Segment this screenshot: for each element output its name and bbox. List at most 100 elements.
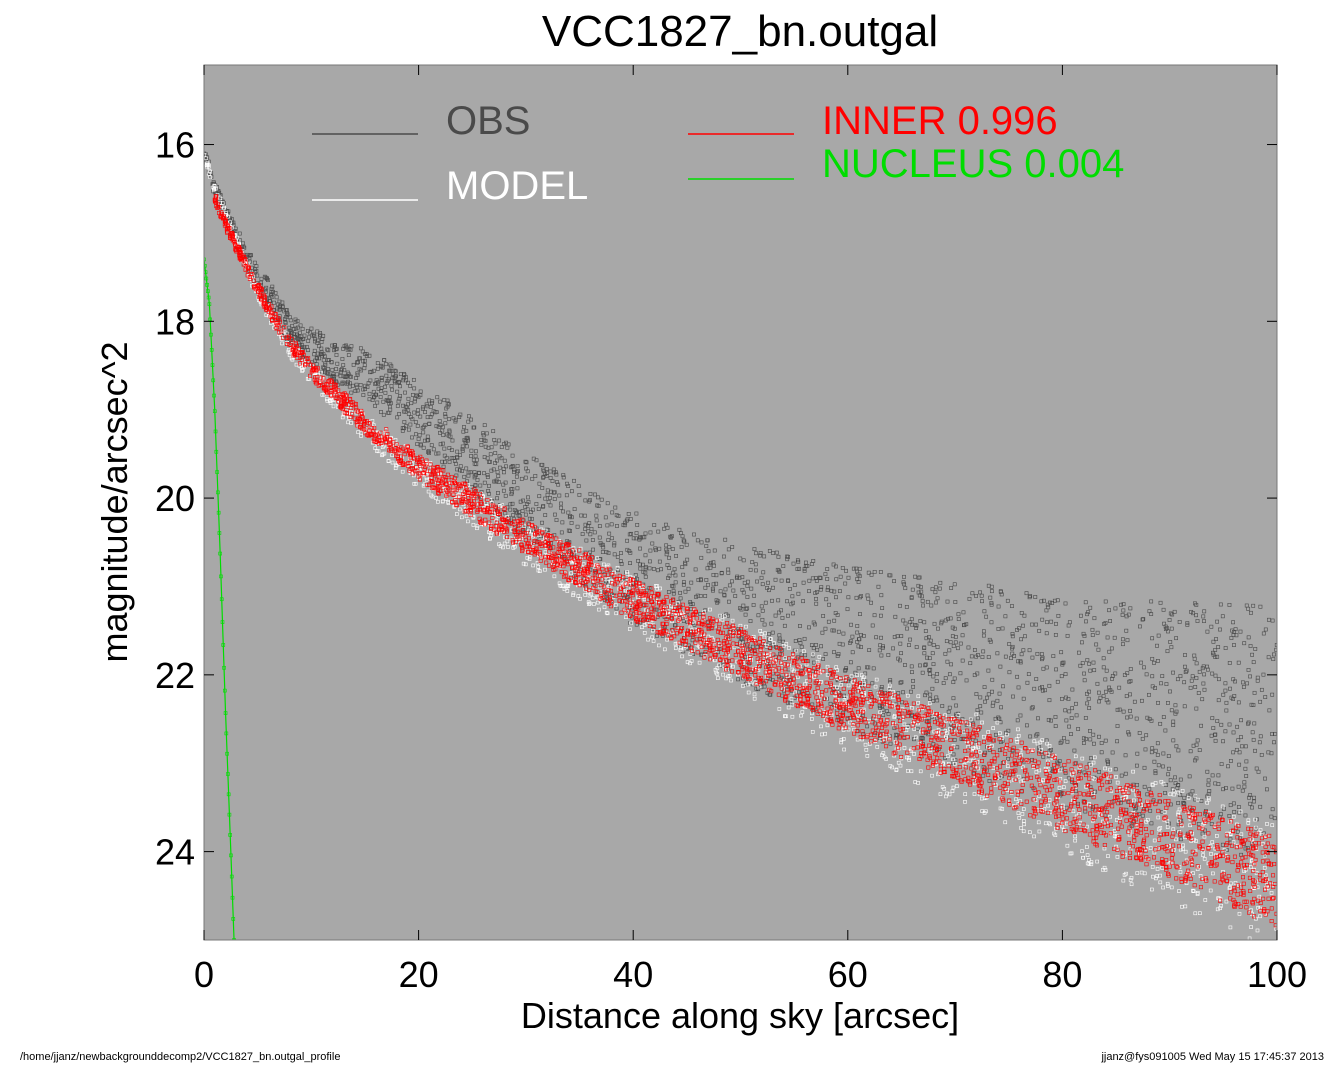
point-obs: [1040, 655, 1045, 660]
series-points: [204, 151, 1277, 940]
point-obs: [583, 513, 587, 518]
point-obs: [722, 554, 726, 559]
point-obs: [259, 280, 263, 285]
point-obs: [575, 524, 580, 529]
point-obs: [1047, 749, 1052, 754]
point-obs: [1022, 613, 1027, 618]
point-obs: [546, 528, 551, 532]
point-obs: [415, 423, 420, 428]
point-obs: [1178, 793, 1183, 798]
point-obs: [930, 651, 935, 656]
point-obs: [367, 391, 372, 396]
point-obs: [315, 329, 320, 334]
point-obs: [554, 518, 559, 522]
point-obs: [990, 677, 995, 682]
point-obs: [813, 622, 817, 627]
point-obs: [949, 586, 954, 590]
point-obs: [412, 386, 417, 391]
point-obs: [879, 635, 883, 640]
point-obs: [807, 625, 811, 630]
point-obs: [375, 400, 380, 405]
point-obs: [671, 570, 676, 575]
point-obs: [1259, 687, 1264, 692]
point-obs: [1231, 620, 1235, 625]
point-obs: [955, 646, 960, 651]
point-obs: [1189, 678, 1194, 683]
point-obs: [934, 600, 938, 605]
point-obs: [1010, 644, 1015, 649]
point-obs: [638, 562, 642, 567]
point-obs: [501, 482, 506, 487]
point-obs: [288, 318, 293, 323]
point-obs: [1113, 606, 1118, 611]
point-obs: [933, 590, 938, 595]
point-obs: [390, 376, 395, 381]
point-obs: [821, 657, 825, 661]
point-obs: [493, 451, 498, 455]
point-obs: [994, 732, 998, 737]
point-obs: [1174, 709, 1179, 714]
point-obs: [1047, 683, 1052, 688]
point-obs: [496, 474, 501, 478]
point-obs: [404, 405, 409, 410]
point-obs: [953, 758, 958, 763]
point-obs: [825, 567, 830, 571]
point-obs: [1178, 674, 1183, 679]
point-obs: [511, 513, 516, 518]
point-obs: [1258, 604, 1263, 609]
point-obs: [263, 289, 268, 294]
point-obs: [1190, 789, 1195, 794]
point-obs: [1242, 780, 1247, 785]
point-obs: [1227, 814, 1232, 818]
point-obs: [524, 460, 529, 465]
point-obs: [835, 654, 840, 658]
point-obs: [322, 354, 327, 359]
point-obs: [1117, 685, 1122, 690]
point-obs: [823, 626, 828, 631]
point-obs: [693, 567, 698, 572]
point-obs: [786, 579, 791, 583]
point-obs: [782, 623, 787, 628]
point-obs: [552, 497, 557, 501]
point-obs: [561, 473, 566, 477]
point-obs: [489, 445, 494, 450]
point-obs: [807, 589, 811, 594]
point-obs: [1216, 645, 1221, 649]
point-obs: [1152, 759, 1157, 764]
point-obs: [770, 630, 775, 635]
point-obs: [530, 476, 535, 481]
point-obs: [349, 374, 353, 379]
point-obs: [856, 644, 861, 649]
point-obs: [447, 446, 452, 450]
point-obs: [1171, 723, 1176, 727]
point-obs: [1006, 756, 1011, 761]
point-obs: [1107, 608, 1111, 613]
point-obs: [408, 384, 413, 388]
point-obs: [902, 582, 907, 587]
point-obs: [723, 537, 728, 542]
point-obs: [1242, 784, 1247, 789]
point-obs: [952, 582, 957, 587]
point-obs: [1240, 788, 1245, 793]
point-obs: [348, 347, 353, 352]
point-obs: [1234, 747, 1239, 752]
point-obs: [1195, 619, 1200, 623]
point-obs: [844, 568, 848, 573]
point-obs: [486, 489, 491, 493]
point-obs: [495, 470, 500, 475]
point-obs: [836, 652, 841, 656]
point-obs: [1236, 660, 1241, 665]
point-obs: [1270, 732, 1274, 736]
point-obs: [559, 530, 564, 535]
point-obs: [1160, 764, 1165, 769]
point-obs: [1086, 696, 1091, 701]
point-obs: [802, 636, 807, 641]
point-obs: [1258, 699, 1263, 704]
point-obs: [648, 559, 652, 564]
point-obs: [587, 521, 592, 526]
point-obs: [1194, 661, 1199, 666]
point-obs: [384, 373, 389, 378]
point-obs: [1128, 679, 1133, 683]
point-obs: [859, 594, 863, 599]
